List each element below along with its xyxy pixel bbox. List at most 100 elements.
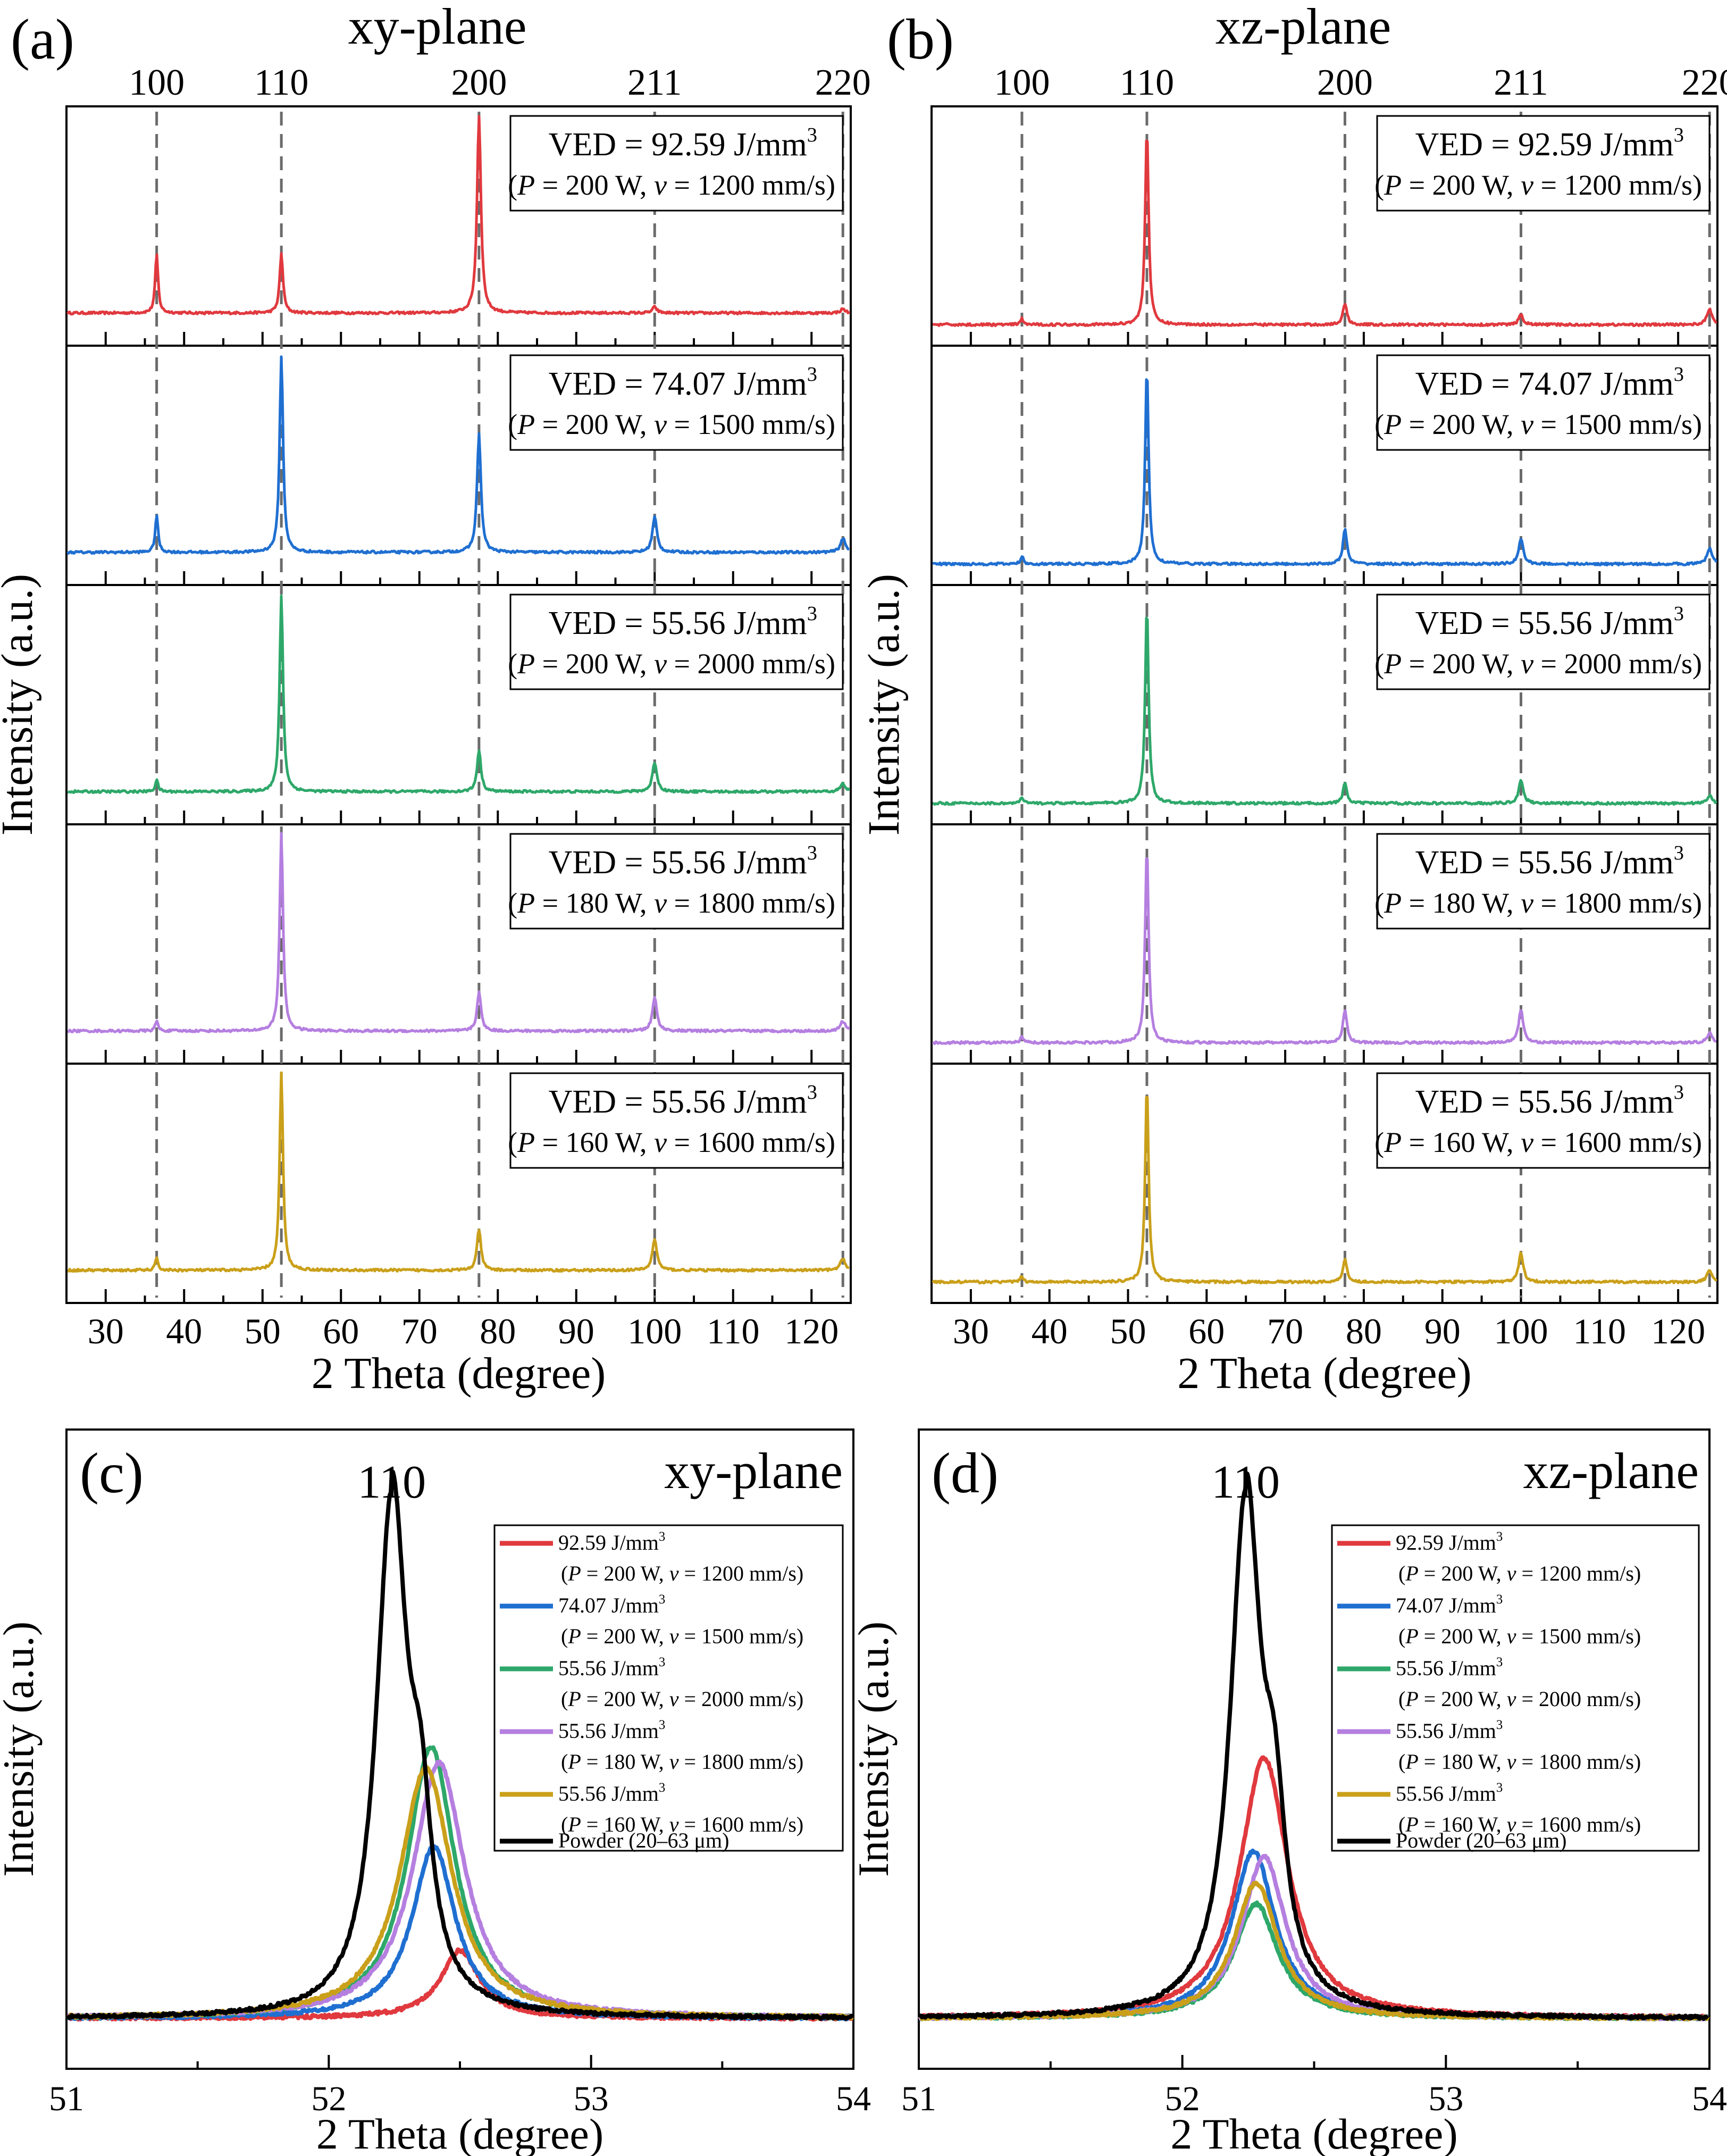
x-tick-label: 51 xyxy=(901,2079,936,2118)
legend-params-part: = 1800 mm/s) xyxy=(678,1750,803,1774)
process-params-label-part: v xyxy=(1521,887,1533,919)
legend-ved-main: 74.07 J/mm xyxy=(558,1593,659,1617)
process-params-label: (P = 180 W, v = 1800 mm/s) xyxy=(508,887,835,919)
legend-params-part: ( xyxy=(561,1624,568,1648)
process-params-label: (P = 160 W, v = 1600 mm/s) xyxy=(508,1126,835,1158)
ved-label-sup: 3 xyxy=(807,603,817,625)
x-tick-label: 110 xyxy=(1573,1311,1626,1351)
ved-annotation-box xyxy=(509,354,844,451)
legend-ved-sup: 3 xyxy=(1496,1655,1503,1669)
process-params-label-part: ( xyxy=(508,887,517,919)
xrd-trace-b-1 xyxy=(932,139,1718,328)
process-params-label-part: v xyxy=(654,887,667,919)
x-tick-label: 70 xyxy=(1267,1311,1303,1351)
legend-params-part: v xyxy=(1507,1561,1516,1585)
ved-annotation-box xyxy=(509,833,844,930)
legend-params-part: = 200 W, xyxy=(1419,1561,1507,1585)
xrd-trace-a-2 xyxy=(66,355,850,555)
legend-ved: 92.59 J/mm3 xyxy=(558,1530,665,1555)
process-params-label-part: P xyxy=(1384,648,1402,680)
panel-title-b: xz-plane xyxy=(1215,0,1391,55)
ved-annotation-box xyxy=(509,115,844,212)
legend-ved-main: 55.56 J/mm xyxy=(1396,1782,1496,1806)
process-params-label-part: ( xyxy=(1374,169,1384,201)
legend-params-part: = 160 W, xyxy=(1419,1812,1507,1836)
process-params-label-part: = 2000 mm/s) xyxy=(1533,648,1702,680)
xrd-trace-b-5 xyxy=(932,1096,1718,1285)
ved-annotation-box xyxy=(1376,1072,1711,1169)
y-axis-label-a: Intensity (a.u.) xyxy=(0,574,42,835)
y-axis-label-d: Intensity (a.u.) xyxy=(849,1622,898,1877)
x-tick-label: 90 xyxy=(1424,1311,1461,1351)
x-axis-label-a: 2 Theta (degree) xyxy=(312,1349,606,1398)
x-tick-label: 54 xyxy=(1692,2079,1727,2118)
ved-label-sup: 3 xyxy=(1674,124,1684,146)
legend-powder: Powder (20–63 μm) xyxy=(1396,1828,1566,1852)
x-tick-label: 52 xyxy=(311,2079,346,2118)
legend-params-part: ( xyxy=(1398,1812,1405,1836)
process-params-label-part: ( xyxy=(508,408,517,440)
ved-label-sup: 3 xyxy=(1674,1081,1684,1104)
ved-label: VED = 55.56 J/mm3 xyxy=(549,603,817,641)
legend-params-part: ( xyxy=(561,1561,568,1585)
process-params-label: (P = 200 W, v = 2000 mm/s) xyxy=(1374,648,1702,680)
ved-label-main: VED = 55.56 J/mm xyxy=(1415,605,1674,641)
process-params-label-part: = 180 W, xyxy=(535,887,654,919)
legend-params: (P = 200 W, v = 1200 mm/s) xyxy=(1398,1561,1641,1585)
ved-annotation-box xyxy=(1376,115,1711,212)
process-params-label-part: v xyxy=(1521,408,1533,440)
x-tick-label: 100 xyxy=(1494,1311,1548,1351)
process-params-label-part: v xyxy=(1521,1126,1533,1158)
x-tick-label: 60 xyxy=(323,1311,359,1351)
panel-c: 51 52 53 54 2 Theta (degree) Intensity (a.u.)… xyxy=(0,1428,871,2156)
legend-params: (P = 160 W, v = 1600 mm/s) xyxy=(1398,1812,1641,1836)
hkl-label-220: 220 xyxy=(815,62,871,103)
legend-ved-main: 55.56 J/mm xyxy=(558,1719,659,1743)
legend-ved-sup: 3 xyxy=(1496,1530,1503,1544)
legend-params-part: ( xyxy=(561,1750,568,1774)
ved-label: VED = 55.56 J/mm3 xyxy=(1415,842,1684,881)
legend-params-part: v xyxy=(669,1687,679,1711)
ved-label-main: VED = 55.56 J/mm xyxy=(1415,1084,1674,1120)
process-params-label-part: = 200 W, xyxy=(1402,648,1521,680)
y-axis-label-b: Intensity (a.u.) xyxy=(859,574,909,835)
ved-annotation-box xyxy=(1376,833,1711,930)
x-tick-label: 60 xyxy=(1188,1311,1225,1351)
hkl-label-200: 200 xyxy=(451,62,507,103)
x-tick-label: 54 xyxy=(836,2079,871,2118)
legend-ved-sup: 3 xyxy=(1496,1592,1503,1607)
ved-label: VED = 92.59 J/mm3 xyxy=(1415,124,1684,163)
hkl-label-100: 100 xyxy=(994,62,1050,103)
x-axis-label-d: 2 Theta (degree) xyxy=(1170,2110,1457,2156)
hkl-label-211: 211 xyxy=(627,62,682,103)
x-tick-label: 40 xyxy=(166,1311,202,1351)
process-params-label-part: v xyxy=(654,1126,667,1158)
legend-box xyxy=(1331,1524,1700,1852)
process-params-label-part: = 160 W, xyxy=(535,1126,654,1158)
legend-ved-main: 55.56 J/mm xyxy=(558,1782,659,1806)
legend-ved-sup: 3 xyxy=(659,1781,665,1795)
x-axis-label-b: 2 Theta (degree) xyxy=(1177,1349,1471,1398)
legend-params: (P = 200 W, v = 2000 mm/s) xyxy=(1398,1687,1641,1711)
legend-ved-main: 74.07 J/mm xyxy=(1396,1593,1496,1617)
legend-ved-main: 55.56 J/mm xyxy=(1396,1656,1496,1680)
ved-label-sup: 3 xyxy=(807,1081,817,1104)
x-tick-label: 53 xyxy=(1428,2079,1463,2118)
ved-label-main: VED = 55.56 J/mm xyxy=(549,605,807,641)
xrd-trace-b-3 xyxy=(932,616,1718,806)
panel-title-a: xy-plane xyxy=(348,0,527,55)
ved-label-main: VED = 55.56 J/mm xyxy=(549,845,807,881)
ved-label: VED = 74.07 J/mm3 xyxy=(549,363,817,402)
legend-params-part: v xyxy=(669,1561,679,1585)
process-params-label-part: = 1500 mm/s) xyxy=(667,408,835,440)
legend-params-part: v xyxy=(669,1624,679,1648)
process-params-label: (P = 200 W, v = 1200 mm/s) xyxy=(508,169,835,201)
legend-params: (P = 200 W, v = 1200 mm/s) xyxy=(561,1561,803,1585)
panel-title-c: xy-plane xyxy=(664,1442,843,1499)
legend-params-part: v xyxy=(669,1812,679,1836)
process-params-label-part: ( xyxy=(1374,1126,1384,1158)
legend-params-part: v xyxy=(1507,1750,1516,1774)
panel-b: (b) xz-plane 100 110 200 211 220 30 40 50 60 70 80 90… xyxy=(859,0,1727,1398)
legend-params-part: = 1200 mm/s) xyxy=(678,1561,803,1585)
process-params-label-part: v xyxy=(654,648,667,680)
